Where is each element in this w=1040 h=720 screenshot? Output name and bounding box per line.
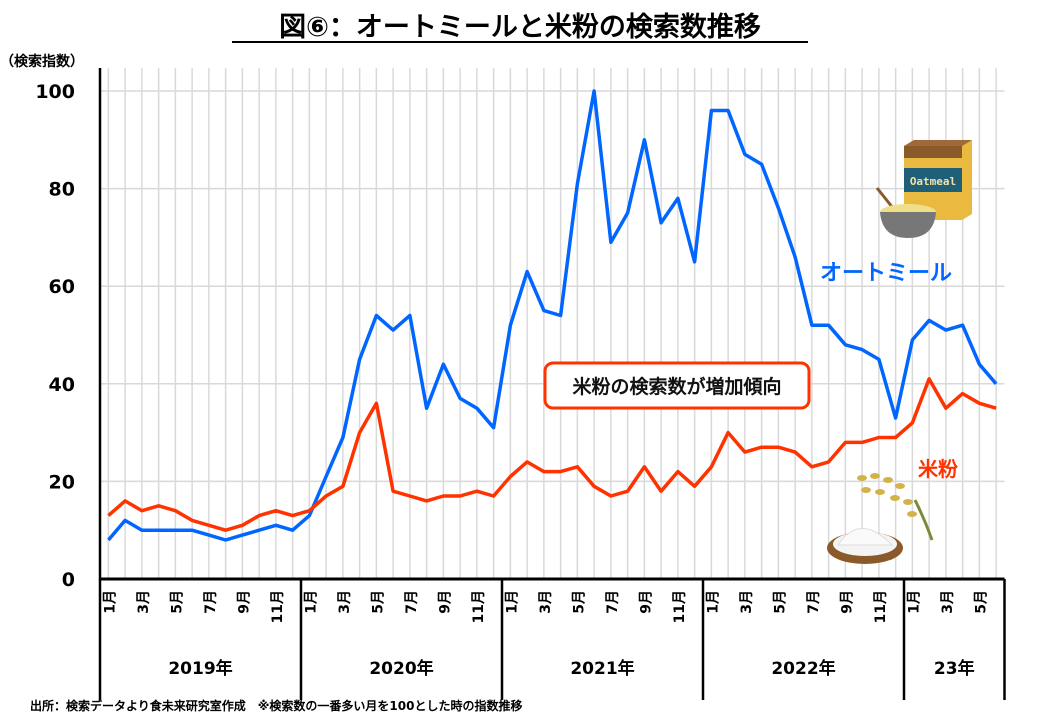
x-tick-label: 9月 <box>839 590 855 614</box>
x-tick-label: 7月 <box>806 590 822 614</box>
x-tick-label: 5月 <box>169 590 185 614</box>
x-tick-label: 1月 <box>906 590 922 614</box>
x-tick-label: 1月 <box>504 590 520 614</box>
x-tick-label: 1月 <box>303 590 319 614</box>
x-tick-label: 7月 <box>404 590 420 614</box>
x-tick-label: 5月 <box>571 590 587 614</box>
x-tick-label: 3月 <box>739 590 755 614</box>
x-tick-label: 11月 <box>270 590 286 623</box>
rice-flour-illustration <box>827 473 934 564</box>
y-tick-label: 100 <box>35 81 75 103</box>
y-tick-label: 80 <box>49 179 75 201</box>
x-tick-label: 11月 <box>873 590 889 623</box>
y-tick-label: 20 <box>49 471 75 493</box>
x-tick-label: 5月 <box>370 590 386 614</box>
y-tick-label: 60 <box>49 276 75 298</box>
y-tick-label: 40 <box>49 374 75 396</box>
source-note: 出所：検索データより食未来研究室作成 ※検索数の一番多い月を100とした時の指数… <box>30 698 522 713</box>
x-tick-label: 9月 <box>236 590 252 614</box>
annotation-box <box>543 361 811 410</box>
year-label: 23年 <box>934 658 975 679</box>
legend-rice-flour: 米粉 <box>918 457 958 481</box>
series-lines <box>107 89 998 542</box>
year-label: 2020年 <box>369 658 433 679</box>
oatmeal-box-label: Oatmeal <box>910 175 956 188</box>
x-tick-label: 7月 <box>203 590 219 614</box>
x-tick-label: 1月 <box>705 590 721 614</box>
x-tick-label: 7月 <box>605 590 621 614</box>
chart-title: 図⑥：オートミールと米粉の検索数推移 <box>279 12 761 43</box>
y-tick-label: 0 <box>62 569 75 591</box>
x-tick-label: 9月 <box>437 590 453 614</box>
annotation-text: 米粉の検索数が増加傾向 <box>572 375 781 398</box>
x-tick-label: 1月 <box>102 590 118 614</box>
x-tick-label: 11月 <box>672 590 688 623</box>
x-tick-label: 5月 <box>772 590 788 614</box>
oatmeal-illustration: Oatmeal <box>875 140 972 238</box>
series-line-rice-flour <box>107 377 997 532</box>
x-tick-label: 5月 <box>973 590 989 614</box>
x-tick-label: 11月 <box>471 590 487 623</box>
axes: 0 20 40 60 80 100 1月 3月 5月 7月 9月 11月 2019年 1月 3月 5月 7月 9月… <box>35 68 1006 700</box>
year-label: 2021年 <box>570 658 634 679</box>
x-tick-label: 3月 <box>538 590 554 614</box>
year-label: 2019年 <box>168 658 232 679</box>
y-axis-label: （検索指数） <box>0 53 84 70</box>
grid <box>100 68 1005 579</box>
legend-oatmeal: オートミール <box>820 261 952 286</box>
x-tick-label: 3月 <box>136 590 152 614</box>
x-tick-label: 9月 <box>638 590 654 614</box>
year-label: 2022年 <box>771 658 835 679</box>
series-line-oatmeal <box>107 89 998 542</box>
x-tick-label: 3月 <box>940 590 956 614</box>
x-tick-label: 3月 <box>337 590 353 614</box>
annotation: 米粉の検索数が増加傾向 <box>543 361 811 410</box>
